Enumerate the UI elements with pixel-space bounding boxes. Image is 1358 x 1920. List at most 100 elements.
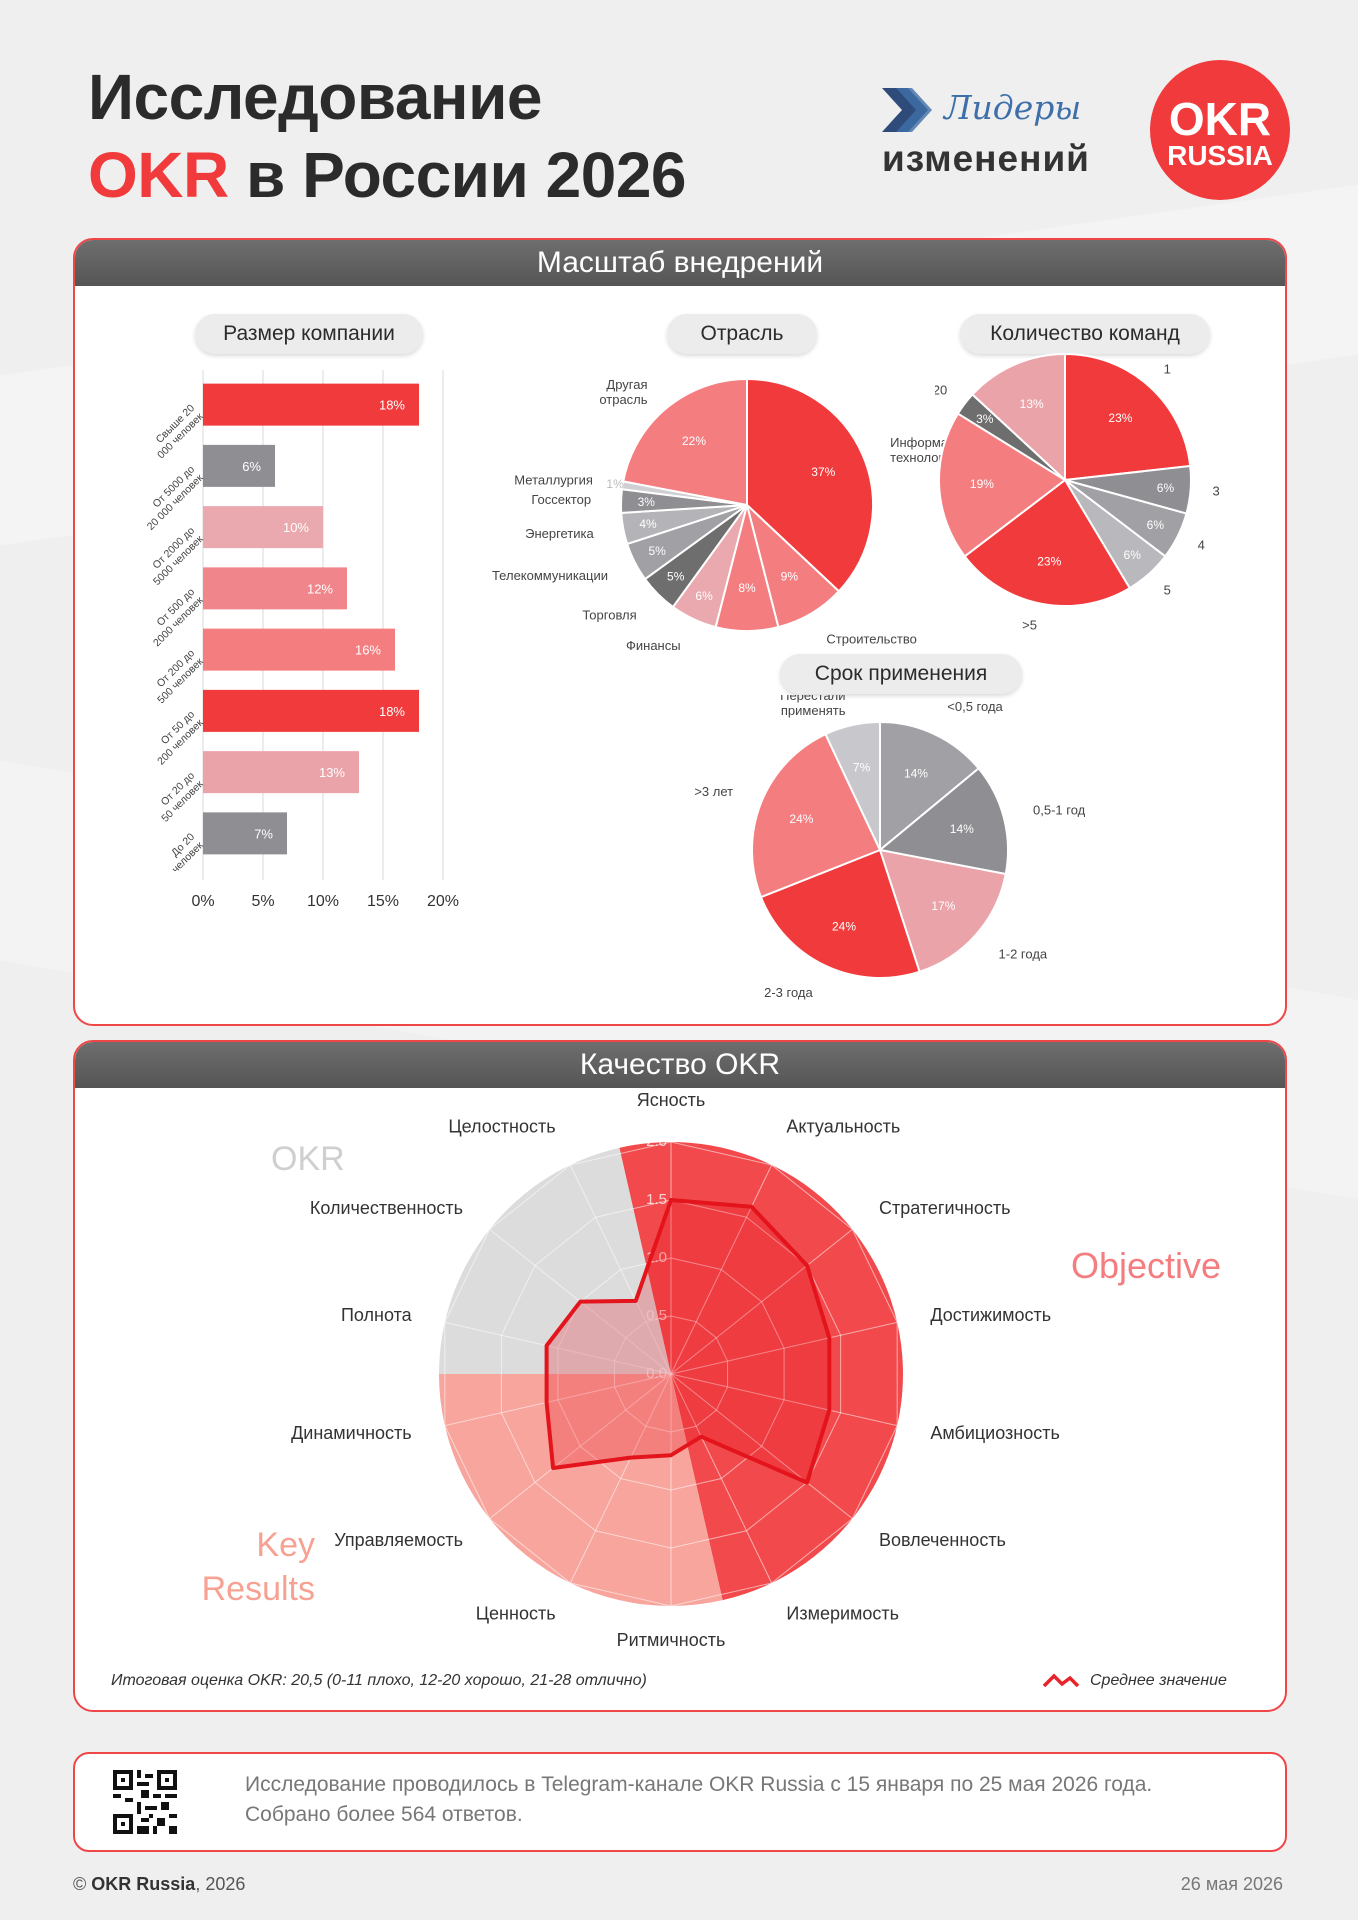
duration-pill: Срок применения — [780, 654, 1022, 694]
x-tick-label: 20% — [427, 893, 459, 910]
okr-sector — [439, 1147, 671, 1374]
objective-sector — [619, 1142, 903, 1601]
radar-axis-label: Ценность — [476, 1604, 556, 1624]
copyright-symbol: © — [73, 1874, 87, 1894]
footer-line2: Собрано более 564 ответов. — [245, 1803, 523, 1826]
pie-category-label: Другая отрасль — [599, 377, 647, 407]
scale-panel: Масштаб внедрений Размер компании Отрасл… — [73, 238, 1287, 1026]
x-tick-label: 0% — [191, 893, 214, 910]
pie-slice — [824, 720, 881, 851]
x-tick-label: 5% — [251, 893, 274, 910]
brand-line2: изменений — [882, 138, 1090, 179]
bar — [203, 444, 275, 487]
bar — [203, 751, 359, 794]
brand-line1: Лидеры — [944, 88, 1082, 127]
radar-tick-label: 0.0 — [646, 1365, 667, 1382]
bar — [203, 689, 419, 732]
average-legend-label: Среднее значение — [1090, 1672, 1227, 1689]
pie-value-label: 17% — [931, 899, 955, 913]
radar-spoke — [569, 1373, 672, 1584]
pie-value-label: 24% — [789, 812, 813, 826]
pie-value-label: 23% — [1108, 411, 1132, 425]
pie-category-label: 3 — [1213, 484, 1220, 499]
pie-slice — [963, 478, 1132, 607]
radar-axis-label: Ритмичность — [617, 1630, 726, 1648]
okr-russia-logo: OKR RUSSIA — [1150, 60, 1290, 200]
company-size-bar-chart: 0% 5% 10% 15% 20% 18% Свыше 20000 человек 6% От … — [143, 370, 459, 910]
pie-slice — [751, 732, 882, 899]
pie-category-label: Перестали применять — [780, 695, 846, 718]
copyright-brand: OKR Russia — [91, 1874, 196, 1894]
radar-spoke — [444, 1321, 672, 1375]
radar-tick-label: 0.5 — [646, 1307, 667, 1324]
pie-value-label: 3% — [638, 495, 656, 509]
pie-value-label: 5% — [649, 544, 667, 558]
bar-value-label: 6% — [242, 459, 261, 474]
radar-axis-label: Полнота — [341, 1305, 413, 1325]
y-category-text: От 500 до2000 человек — [143, 586, 206, 649]
pie-value-label: 6% — [695, 589, 713, 603]
title-okr: OKR — [88, 139, 229, 211]
pie-slice — [746, 377, 874, 593]
quality-panel-title: Качество OKR — [75, 1042, 1285, 1088]
arrow-logo-icon — [882, 88, 932, 132]
radar-tick-label: 1.5 — [646, 1191, 667, 1208]
pie-slice — [877, 767, 1009, 876]
pie-slice — [971, 352, 1066, 483]
y-category-text: От 200 до500 человек — [147, 647, 206, 706]
title-line1: Исследование — [88, 61, 543, 133]
copyright-year: , 2026 — [195, 1874, 246, 1894]
pie-category-label: 1-2 года — [999, 946, 1048, 961]
footer-text: Исследование проводилось в Telegram-кана… — [245, 1770, 1152, 1830]
radar-axis-label: Количественность — [310, 1198, 463, 1218]
pie-value-label: 6% — [1124, 548, 1142, 562]
pie-value-label: 22% — [682, 434, 706, 448]
radar-spoke — [670, 1228, 853, 1375]
y-category-label: От 2000 до5000 человек — [150, 525, 206, 588]
radar-spoke — [670, 1321, 898, 1375]
radar-axis-label: Стратегичность — [879, 1198, 1011, 1218]
average-legend-icon — [1042, 1673, 1080, 1688]
y-category-text: От 50 до200 человек — [147, 708, 206, 767]
radar-spoke — [670, 1373, 853, 1520]
y-category-label: От 5000 до20 000 человек — [145, 463, 206, 532]
x-tick-label: 15% — [367, 893, 399, 910]
radar-spoke — [670, 1164, 773, 1375]
pie-value-label: 6% — [1157, 481, 1175, 495]
bar-value-label: 16% — [355, 643, 381, 658]
y-category-label: От 200 до500 человек — [147, 647, 206, 706]
title-line2: OKR в России 2026 — [88, 136, 687, 214]
pie-category-label: Торговля — [582, 607, 636, 622]
leaders-of-change-logo: Лидеры изменений — [880, 86, 1120, 186]
pie-value-label: 19% — [970, 477, 994, 491]
scale-panel-title: Масштаб внедрений — [75, 240, 1285, 286]
pie-value-label: 37% — [811, 465, 835, 479]
pie-category-label: 2-3 года — [764, 985, 813, 1000]
radar-spoke — [670, 1373, 773, 1584]
bar — [203, 812, 287, 855]
y-category-text: До 20человек — [161, 831, 206, 876]
qr-code-icon[interactable] — [113, 1770, 177, 1834]
logo-line2: RUSSIA — [1167, 140, 1273, 171]
pie-value-label: 9% — [781, 570, 799, 584]
radar-axis-label: Динамичность — [291, 1423, 412, 1443]
bar — [203, 567, 347, 610]
quality-radar-chart: 0.00.51.01.52.0ЯсностьАктуальностьСтрате… — [202, 1090, 1221, 1648]
radar-axis-label: Ясность — [637, 1090, 706, 1110]
y-category-text: От 20 до50 человек — [151, 769, 206, 824]
radar-axis-label: Управляемость — [334, 1530, 463, 1550]
pie-category-label: >20 — [935, 382, 947, 397]
y-category-label: От 50 до200 человек — [147, 708, 206, 767]
y-category-label: От 500 до2000 человек — [143, 586, 206, 649]
objective-group-label: Objective — [1071, 1245, 1221, 1286]
pie-category-label: 1 — [1164, 362, 1171, 377]
logo-line1: OKR — [1168, 93, 1272, 145]
pie-slice — [1064, 352, 1192, 482]
radar-spoke — [569, 1164, 672, 1375]
key-group-label: Key — [256, 1526, 315, 1564]
pie-value-label: 8% — [738, 581, 756, 595]
pie-category-label: Госсектор — [531, 492, 591, 507]
pie-value-label: 14% — [950, 822, 974, 836]
pie-value-label: 1% — [606, 477, 624, 491]
pie-category-label: 5 — [1164, 582, 1171, 597]
